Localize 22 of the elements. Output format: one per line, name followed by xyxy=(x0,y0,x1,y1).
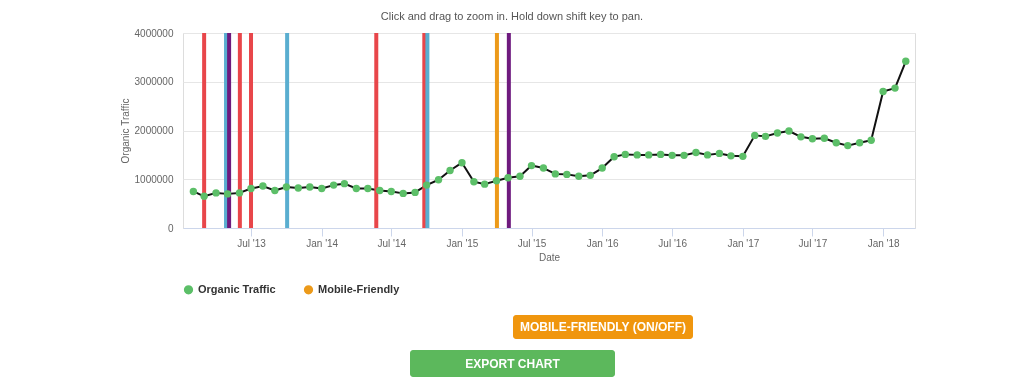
x-tick-label: Jan '18 xyxy=(867,237,901,249)
x-tick-label: Jul '17 xyxy=(798,237,828,249)
y-tick-label: 2000000 xyxy=(134,125,174,136)
x-tick-label: Jul '16 xyxy=(658,237,688,249)
legend-label: Mobile-Friendly xyxy=(318,282,401,295)
y-tick-label: 3000000 xyxy=(134,76,174,88)
y-tick-label: 0 xyxy=(167,222,174,234)
x-tick-label: Jul '13 xyxy=(237,237,267,249)
y-tick-label: 4000000 xyxy=(134,27,174,39)
y-axis-title: Organic Traffic xyxy=(119,98,131,164)
x-tick-label: Jan '16 xyxy=(586,237,620,249)
y-tick-label: 1000000 xyxy=(134,173,174,185)
legend-label: Organic Traffic xyxy=(198,282,276,295)
text: MOBILE-FRIENDLY (ON/OFF) xyxy=(520,320,686,334)
text: EXPORT CHART xyxy=(465,356,561,371)
x-tick-label: Jan '17 xyxy=(727,237,760,249)
chart-subtitle: Click and drag to zoom in. Hold down shift key to pan. xyxy=(380,10,644,22)
x-tick-label: Jan '15 xyxy=(446,237,479,249)
x-tick-label: Jan '14 xyxy=(306,237,339,249)
x-tick-label: Jul '14 xyxy=(377,237,407,249)
x-axis-title: Date xyxy=(538,251,561,263)
x-tick-label: Jul '15 xyxy=(517,237,547,249)
